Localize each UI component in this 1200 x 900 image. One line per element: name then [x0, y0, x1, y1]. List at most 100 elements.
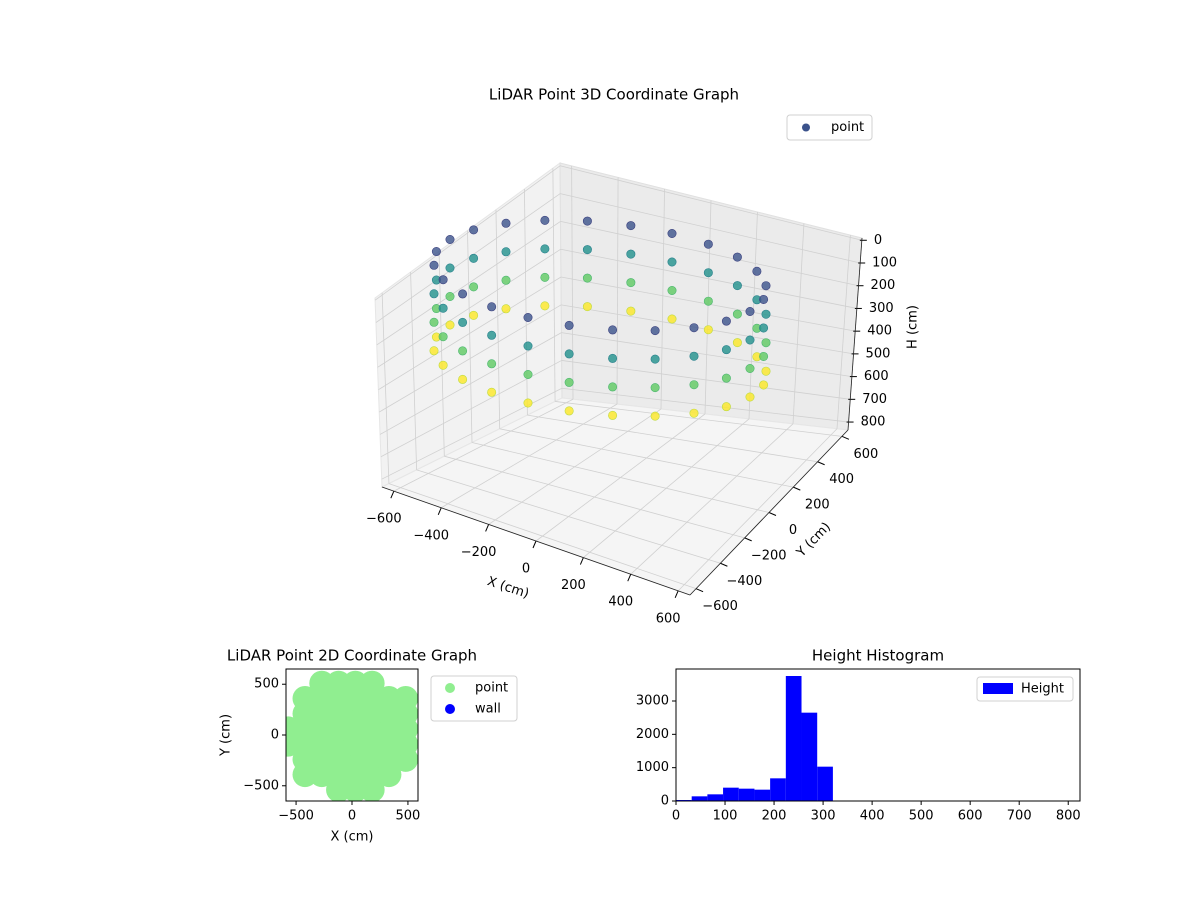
- x-tick-label: −500: [278, 809, 314, 824]
- point: [582, 216, 592, 226]
- grid-line: [444, 455, 745, 539]
- y-axis-label: Y (cm): [793, 520, 834, 561]
- legend-label: Height: [1021, 682, 1064, 697]
- point: [626, 221, 636, 231]
- point: [752, 266, 762, 276]
- bar: [707, 794, 724, 801]
- point: [458, 374, 468, 384]
- z-tick-label: 300: [869, 301, 894, 316]
- point: [523, 312, 533, 322]
- y-tick-label: −200: [751, 548, 787, 563]
- point: [721, 373, 731, 383]
- y-tick: [744, 537, 752, 542]
- grid-line: [748, 212, 758, 419]
- point: [761, 281, 771, 291]
- legend-marker: [445, 704, 455, 714]
- legend-label: wall: [475, 702, 501, 717]
- point: [564, 320, 574, 330]
- x-tick-label: 0: [348, 809, 356, 824]
- grid-line: [379, 332, 562, 435]
- point: [667, 229, 677, 239]
- point: [393, 685, 418, 711]
- z-tick-label: 100: [872, 255, 897, 270]
- grid-line: [499, 428, 794, 488]
- point: [721, 316, 731, 326]
- point: [608, 410, 618, 420]
- bar: [785, 676, 802, 801]
- point: [650, 383, 660, 393]
- y-tick-label: 2000: [636, 727, 669, 742]
- legend-marker: [445, 683, 455, 693]
- axes-frame: [675, 668, 1081, 802]
- point: [445, 235, 455, 245]
- point: [469, 225, 479, 235]
- grid-line: [527, 414, 818, 463]
- point: [689, 351, 699, 361]
- point: [458, 289, 468, 299]
- grid-line: [792, 223, 805, 424]
- point: [469, 282, 479, 292]
- z-tick-label: 600: [864, 369, 889, 384]
- y-tick-label: 1000: [636, 760, 669, 775]
- point: [761, 366, 771, 376]
- point: [429, 260, 439, 270]
- point: [703, 296, 713, 306]
- point: [745, 363, 755, 373]
- chart-title: Height Histogram: [812, 647, 944, 665]
- point: [429, 317, 439, 327]
- y-axis-line: [689, 429, 849, 596]
- point: [703, 239, 713, 249]
- x-tick-label: 600: [656, 611, 681, 626]
- point: [626, 249, 636, 259]
- point: [445, 320, 455, 330]
- point: [759, 294, 769, 304]
- point: [626, 306, 636, 316]
- y-tick: [720, 562, 728, 567]
- point: [759, 351, 769, 361]
- x-tick-label: 400: [608, 595, 633, 610]
- point: [564, 377, 574, 387]
- point: [721, 402, 731, 412]
- grid-line: [377, 248, 561, 368]
- x-tick: [627, 574, 632, 582]
- point: [582, 302, 592, 312]
- y-tick-label: 0: [789, 523, 797, 538]
- point: [650, 326, 660, 336]
- grid-line: [379, 304, 562, 413]
- point: [469, 253, 479, 263]
- legend-marker: [802, 123, 810, 132]
- grid-line: [495, 209, 501, 429]
- point: [540, 244, 550, 254]
- chart-title: LiDAR Point 2D Coordinate Graph: [227, 647, 477, 665]
- x-tick-label: 600: [958, 809, 983, 824]
- point: [732, 309, 742, 319]
- point: [501, 247, 511, 257]
- point: [501, 275, 511, 285]
- point: [732, 338, 742, 348]
- y-tick: [768, 512, 777, 516]
- x-axis-line: [381, 486, 691, 596]
- grid-line: [381, 292, 390, 484]
- x-tick: [390, 490, 395, 499]
- y-axis-label: Y (cm): [219, 714, 234, 757]
- bar: [817, 766, 833, 801]
- grid-line: [467, 230, 473, 443]
- point: [689, 408, 699, 418]
- z-tick-label: 400: [867, 324, 892, 339]
- grid-line: [555, 401, 842, 437]
- x-tick-label: 0: [522, 562, 530, 577]
- point: [703, 268, 713, 278]
- x-tick-label: −600: [366, 512, 402, 527]
- y-tick: [841, 435, 850, 440]
- x-tick-label: 800: [1056, 809, 1081, 824]
- x-tick: [579, 557, 584, 565]
- point: [540, 301, 550, 311]
- x-tick-label: 400: [860, 809, 885, 824]
- point: [431, 247, 441, 257]
- point: [667, 314, 677, 324]
- y-tick: [695, 588, 704, 593]
- point: [540, 272, 550, 282]
- point: [650, 354, 660, 364]
- point: [359, 670, 385, 696]
